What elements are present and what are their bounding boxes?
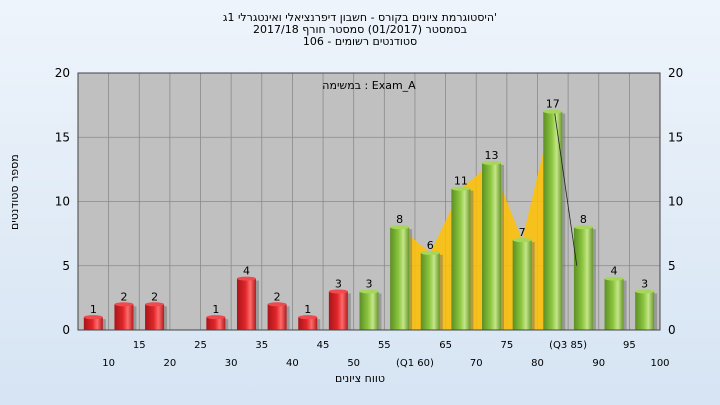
x-tick-label: 50	[347, 358, 360, 369]
bar-cap	[206, 315, 226, 320]
x-tick-label: 35	[255, 340, 268, 351]
y-tick-label-right: 5	[668, 259, 676, 273]
bar-cap	[83, 315, 103, 320]
bar-value-label: 17	[546, 98, 560, 111]
x-tick-label: 55	[378, 340, 391, 351]
x-tick-label: 15	[133, 340, 146, 351]
histogram-bar	[267, 304, 287, 330]
histogram-bar	[298, 317, 318, 330]
bar-cap	[236, 276, 256, 281]
bar-cap	[267, 302, 287, 307]
y-tick-label-right: 20	[668, 66, 683, 80]
x-tick-label: 30	[225, 358, 238, 369]
bar-value-label: 6	[427, 239, 434, 252]
bar-cap	[359, 289, 379, 294]
bar-value-label: 1	[304, 303, 311, 316]
chart-title-line-1: היסטוגרמת ציונים בקורס - חשבון דיפרנציאל…	[222, 11, 498, 24]
histogram-bar	[604, 278, 624, 330]
histogram-bar	[482, 162, 502, 330]
histogram-bar	[145, 304, 165, 330]
q3-marker-line	[554, 113, 578, 266]
bar-cap	[390, 225, 410, 230]
bar-value-label: 11	[454, 175, 468, 188]
bar-value-label: 13	[485, 149, 499, 162]
bar-value-label: 3	[641, 277, 648, 290]
x-tick-label: 70	[470, 358, 483, 369]
bar-cap	[451, 186, 471, 191]
histogram-bar	[420, 252, 440, 330]
x-tick-label: 25	[194, 340, 207, 351]
histogram-bar	[451, 188, 471, 330]
histogram-bar	[512, 240, 532, 330]
histogram-bar	[359, 291, 379, 330]
bar-value-label: 8	[580, 213, 587, 226]
bar-cap	[114, 302, 134, 307]
bar-value-label: 2	[274, 290, 281, 303]
bar-value-label: 3	[335, 277, 342, 290]
bar-value-label: 1	[212, 303, 219, 316]
bar-value-label: 4	[611, 265, 618, 278]
x-tick-label: 40	[286, 358, 299, 369]
bar-cap	[482, 160, 502, 165]
bar-cap	[145, 302, 165, 307]
bar-value-label: 8	[396, 213, 403, 226]
x-tick-label: 45	[317, 340, 330, 351]
y-tick-label-left: 10	[55, 195, 70, 209]
histogram-bar	[206, 317, 226, 330]
chart-title-line-3: סטודנטים רשומים - 106	[302, 35, 418, 48]
x-tick-label: 100	[650, 358, 669, 369]
histogram-bar	[543, 111, 563, 330]
bar-cap	[543, 109, 563, 114]
histogram-bar	[635, 291, 655, 330]
histogram-bar	[328, 291, 348, 330]
x-tick-label: 10	[102, 358, 115, 369]
histogram-bar	[236, 278, 256, 330]
y-tick-label-left: 0	[62, 323, 70, 337]
histogram-bar	[114, 304, 134, 330]
histogram-bar	[390, 227, 410, 330]
bar-cap	[573, 225, 593, 230]
y-tick-label-left: 15	[55, 130, 70, 144]
x-axis-label: טווח ציונים	[335, 372, 385, 385]
x-tick-label: (Q1 60)	[396, 358, 434, 369]
x-tick-label: 80	[531, 358, 544, 369]
task-annotation: במשימה : Exam_A	[322, 79, 416, 92]
x-tick-label: 75	[500, 340, 513, 351]
bar-cap	[420, 250, 440, 255]
bar-cap	[298, 315, 318, 320]
bar-value-label: 4	[243, 265, 250, 278]
y-tick-label-right: 15	[668, 130, 683, 144]
x-tick-label: 20	[164, 358, 177, 369]
bar-cap	[635, 289, 655, 294]
y-tick-label-left: 5	[62, 259, 70, 273]
bar-value-label: 2	[120, 290, 127, 303]
y-tick-label-right: 0	[668, 323, 676, 337]
bar-value-label: 3	[366, 277, 373, 290]
x-tick-label: (Q3 85)	[549, 340, 587, 351]
bar-cap	[512, 238, 532, 243]
y-axis-label: מספר סטודנטים	[8, 154, 21, 230]
y-tick-label-right: 10	[668, 195, 683, 209]
plot-border	[77, 72, 661, 331]
histogram-bar	[573, 227, 593, 330]
bar-value-label: 2	[151, 290, 158, 303]
bar-cap	[604, 276, 624, 281]
x-tick-label: 95	[623, 340, 636, 351]
bar-cap	[328, 289, 348, 294]
y-tick-label-left: 20	[55, 66, 70, 80]
bar-value-label: 1	[90, 303, 97, 316]
histogram-bar	[83, 317, 103, 330]
chart-title-line-2: בסמסטר (01/2017) סמסטר חורף 2017/18	[253, 23, 467, 36]
bar-value-label: 7	[519, 226, 526, 239]
x-tick-label: 65	[439, 340, 452, 351]
x-tick-label: 90	[592, 358, 605, 369]
